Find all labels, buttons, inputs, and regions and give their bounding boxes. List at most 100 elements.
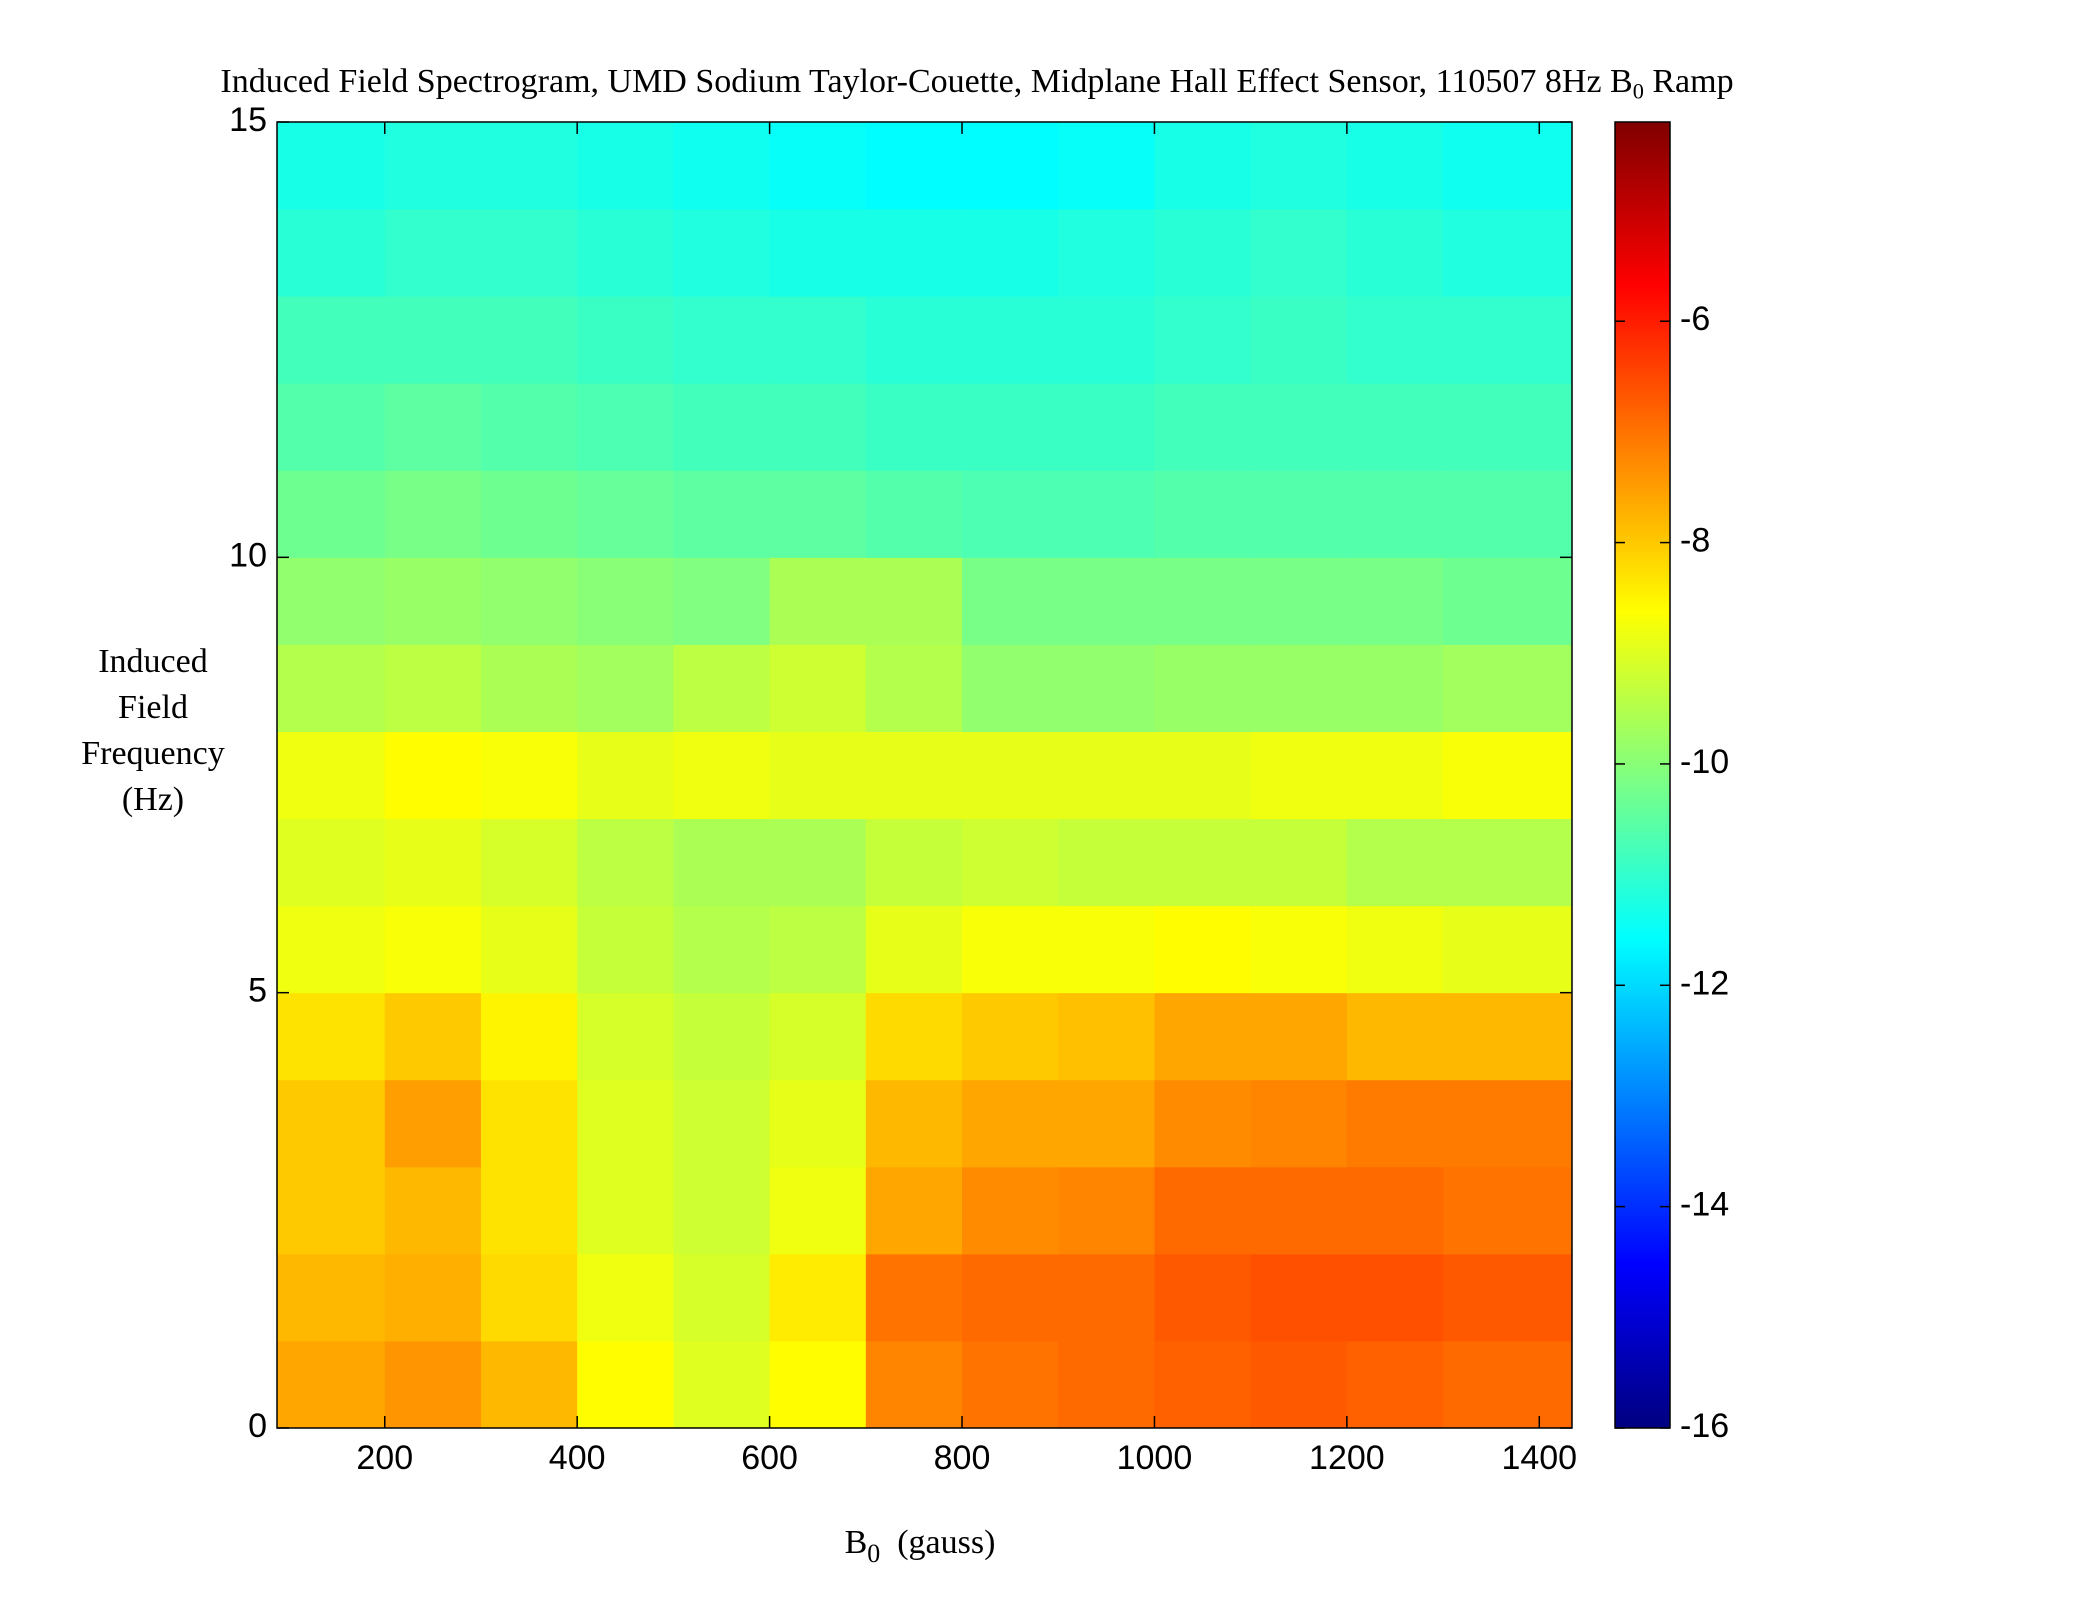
heatmap-cell — [1250, 1340, 1348, 1429]
heatmap-cell — [1443, 383, 1573, 471]
heatmap-cell — [1443, 1340, 1573, 1429]
heatmap-cell — [277, 905, 386, 994]
heatmap-cell — [1443, 557, 1573, 645]
heatmap-cell — [480, 557, 578, 645]
heatmap-cell — [673, 992, 771, 1081]
y-axis-label: Induced — [98, 643, 208, 680]
heatmap-cell — [769, 1253, 867, 1342]
heatmap-cell — [962, 1340, 1059, 1429]
heatmap-cell — [384, 1340, 482, 1429]
heatmap-cell — [865, 992, 963, 1081]
heatmap-cell — [1058, 557, 1155, 645]
heatmap-cell — [1058, 818, 1155, 907]
heatmap-cell — [1346, 383, 1444, 471]
heatmap-cell — [769, 644, 867, 732]
heatmap-cell — [1346, 731, 1444, 820]
heatmap-cell — [1250, 296, 1348, 384]
heatmap-cell — [1250, 1079, 1348, 1168]
heatmap-cell — [277, 557, 386, 645]
heatmap-cell — [1154, 992, 1252, 1081]
heatmap-cell — [384, 731, 482, 820]
heatmap-cell — [384, 296, 482, 384]
heatmap-cell — [769, 383, 867, 471]
heatmap-cell — [769, 1079, 867, 1168]
heatmap-cell — [384, 1079, 482, 1168]
heatmap-cell — [865, 1079, 963, 1168]
heatmap-cell — [865, 296, 963, 384]
heatmap-cell — [577, 383, 674, 471]
heatmap-cell — [1346, 122, 1444, 210]
heatmap-cell — [1250, 992, 1348, 1081]
heatmap-cell — [1154, 209, 1252, 297]
heatmap-cell — [1443, 209, 1573, 297]
heatmap-cell — [769, 905, 867, 994]
heatmap-cell — [384, 1253, 482, 1342]
heatmap-cell — [1346, 1166, 1444, 1255]
heatmap-cell — [962, 383, 1059, 471]
heatmap-cell — [962, 731, 1059, 820]
heatmap-cell — [277, 818, 386, 907]
heatmap-cell — [1154, 818, 1252, 907]
y-axis-label: Frequency — [81, 735, 225, 772]
heatmap-cell — [480, 1166, 578, 1255]
heatmap-cell — [962, 1253, 1059, 1342]
colorbar-tick-label: -16 — [1680, 1407, 1729, 1445]
heatmap-cell — [673, 383, 771, 471]
heatmap-cell — [1154, 731, 1252, 820]
heatmap-cell — [1346, 644, 1444, 732]
heatmap-cell — [577, 209, 674, 297]
x-axis-label-part: (gauss) — [880, 1524, 995, 1561]
heatmap-cell — [1154, 557, 1252, 645]
y-tick-label: 5 — [248, 972, 267, 1010]
heatmap-cell — [1250, 470, 1348, 558]
heatmap-cell — [1443, 1079, 1573, 1168]
heatmap-cell — [384, 818, 482, 907]
heatmap-cell — [1154, 905, 1252, 994]
heatmap-cell — [1443, 818, 1573, 907]
heatmap-cell — [384, 1166, 482, 1255]
heatmap-cell — [577, 1166, 674, 1255]
heatmap-cell — [480, 992, 578, 1081]
heatmap-cell — [1346, 209, 1444, 297]
heatmap-cell — [277, 470, 386, 558]
colorbar-tick-label: -6 — [1680, 300, 1710, 338]
heatmap-cell — [673, 557, 771, 645]
heatmap-cell — [865, 122, 963, 210]
heatmap-cell — [1058, 1079, 1155, 1168]
heatmap-cell — [1058, 122, 1155, 210]
heatmap-cell — [480, 731, 578, 820]
heatmap-cell — [769, 818, 867, 907]
heatmap-cell — [384, 122, 482, 210]
heatmap-cell — [865, 818, 963, 907]
heatmap-cell — [577, 992, 674, 1081]
heatmap-cell — [673, 1166, 771, 1255]
heatmap-cell — [1346, 818, 1444, 907]
heatmap-cell — [962, 992, 1059, 1081]
x-tick-label: 1000 — [1117, 1439, 1193, 1477]
heatmap-cell — [962, 122, 1059, 210]
heatmap-cell — [384, 644, 482, 732]
heatmap-cell — [480, 383, 578, 471]
heatmap-cell — [673, 905, 771, 994]
heatmap-cell — [962, 296, 1059, 384]
heatmap-cell — [1346, 905, 1444, 994]
heatmap-cell — [1443, 992, 1573, 1081]
heatmap-cell — [865, 905, 963, 994]
heatmap-cell — [1443, 1253, 1573, 1342]
heatmap-cell — [673, 1340, 771, 1429]
heatmap-cell — [1443, 470, 1573, 558]
heatmap-cell — [1443, 296, 1573, 384]
heatmap-cell — [962, 557, 1059, 645]
heatmap-cell — [865, 470, 963, 558]
heatmap-cell — [277, 731, 386, 820]
colorbar-tick-label: -12 — [1680, 964, 1729, 1002]
heatmap-cell — [480, 1253, 578, 1342]
heatmap-cell — [1058, 470, 1155, 558]
heatmap-cell — [1250, 557, 1348, 645]
heatmap-cell — [673, 644, 771, 732]
heatmap-cell — [277, 383, 386, 471]
heatmap-cell — [1346, 1253, 1444, 1342]
heatmap-cell — [277, 1253, 386, 1342]
heatmap-cell — [577, 644, 674, 732]
heatmap-cell — [673, 1253, 771, 1342]
